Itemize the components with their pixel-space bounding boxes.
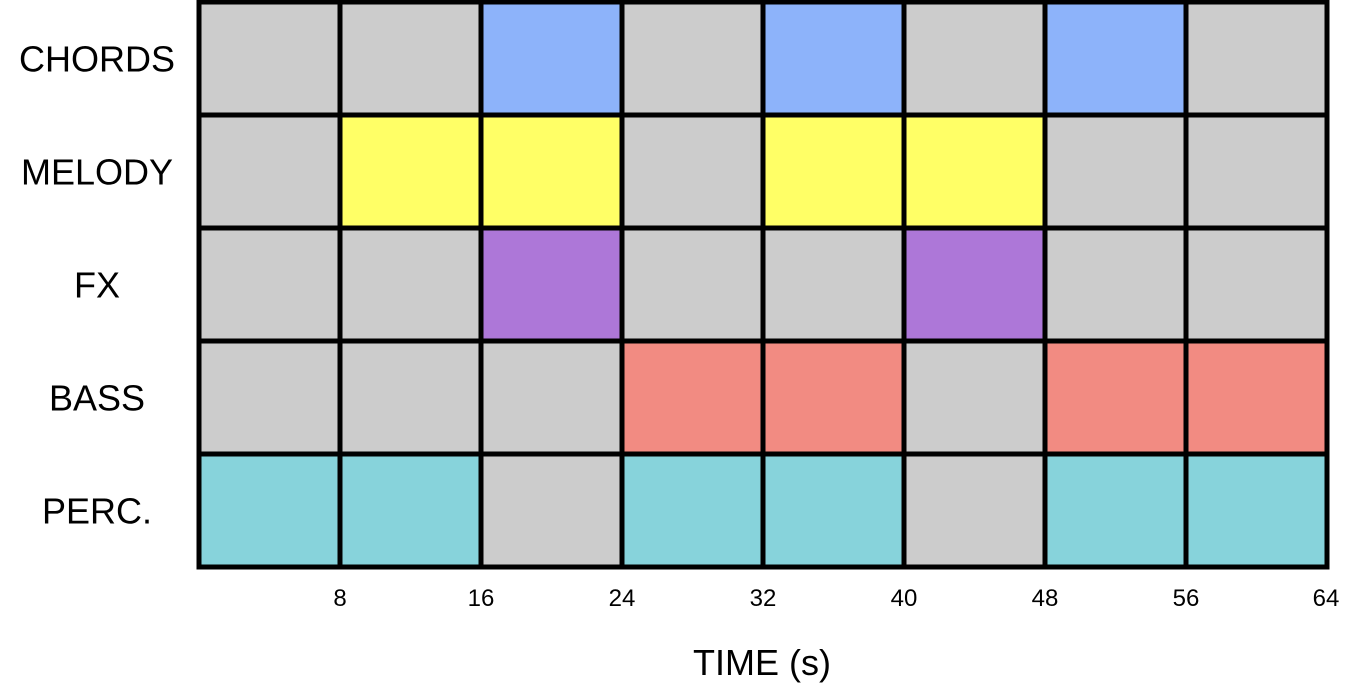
x-axis-title: TIME (s) [693,642,831,683]
x-tick-56: 56 [1173,585,1200,612]
cell-perc-0-8-active [196,451,343,570]
cell-perc-32-40-active [760,451,907,570]
cell-chords-48-56-active [1042,0,1189,118]
track-labels: CHORDS MELODY FX BASS PERC. [19,39,175,532]
cell-melody-8-16-active [337,112,484,231]
track-label-bass: BASS [49,378,145,419]
cell-fx-0-8-inactive [196,225,343,344]
track-label-chords: CHORDS [19,39,175,80]
cell-chords-24-32-inactive [619,0,766,118]
cell-chords-8-16-inactive [337,0,484,118]
cell-fx-24-32-inactive [619,225,766,344]
cell-bass-24-32-active [619,338,766,457]
x-tick-24: 24 [609,585,636,612]
cell-perc-40-48-inactive [901,451,1048,570]
cell-chords-32-40-active [760,0,907,118]
cell-perc-56-64-active [1183,451,1330,570]
x-tick-8: 8 [333,585,346,612]
cell-perc-24-32-active [619,451,766,570]
cell-perc-8-16-active [337,451,484,570]
cell-perc-48-56-active [1042,451,1189,570]
cell-bass-40-48-inactive [901,338,1048,457]
cell-melody-40-48-active [901,112,1048,231]
track-label-fx: FX [74,265,120,306]
x-tick-32: 32 [750,585,777,612]
cell-bass-48-56-active [1042,338,1189,457]
cell-melody-56-64-inactive [1183,112,1330,231]
x-tick-64: 64 [1313,585,1340,612]
cell-bass-8-16-inactive [337,338,484,457]
track-label-melody: MELODY [21,152,173,193]
cell-perc-16-24-inactive [478,451,625,570]
cell-bass-0-8-inactive [196,338,343,457]
cell-chords-56-64-inactive [1183,0,1330,118]
x-tick-16: 16 [468,585,495,612]
cell-bass-16-24-inactive [478,338,625,457]
x-tick-48: 48 [1032,585,1059,612]
cell-melody-0-8-inactive [196,112,343,231]
cell-chords-40-48-inactive [901,0,1048,118]
cell-fx-56-64-inactive [1183,225,1330,344]
cell-melody-32-40-active [760,112,907,231]
cell-fx-40-48-active [901,225,1048,344]
cell-chords-16-24-active [478,0,625,118]
cell-melody-16-24-active [478,112,625,231]
cell-fx-16-24-active [478,225,625,344]
cell-bass-56-64-active [1183,338,1330,457]
cell-fx-32-40-inactive [760,225,907,344]
cell-fx-48-56-inactive [1042,225,1189,344]
cell-bass-32-40-active [760,338,907,457]
cell-chords-0-8-inactive [196,0,343,118]
track-label-perc: PERC. [42,491,152,532]
cell-melody-24-32-inactive [619,112,766,231]
cell-melody-48-56-inactive [1042,112,1189,231]
cell-fx-8-16-inactive [337,225,484,344]
grid-cells [196,0,1330,570]
x-tick-40: 40 [891,585,918,612]
x-tick-labels: 8 16 24 32 40 48 56 64 [333,585,1339,612]
